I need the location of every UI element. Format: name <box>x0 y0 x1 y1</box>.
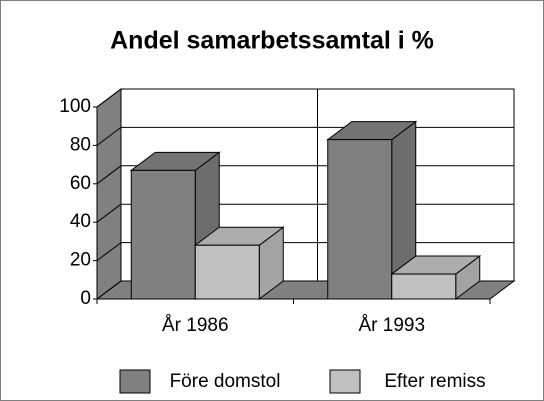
grid-line <box>96 88 122 108</box>
legend-label: Efter remiss <box>384 371 485 392</box>
bar <box>327 139 393 300</box>
legend-swatch <box>329 369 361 394</box>
grid-line <box>96 280 122 300</box>
x-tick-label: År 1993 <box>358 315 425 336</box>
x-tick-label: År 1986 <box>162 315 229 336</box>
grid-line <box>96 127 122 146</box>
y-tick-label: 40 <box>70 211 91 232</box>
grid-line <box>96 242 122 262</box>
grid-line <box>96 203 122 223</box>
chart-title: Andel samarbetssamtal i % <box>110 27 434 55</box>
bar <box>130 169 196 300</box>
bar <box>194 244 260 300</box>
y-tick-label: 80 <box>70 134 91 155</box>
legend-swatch <box>119 369 151 394</box>
bar <box>391 273 457 300</box>
y-tick-label: 60 <box>70 173 91 194</box>
y-tick-label: 20 <box>70 250 91 271</box>
side-wall <box>96 88 122 300</box>
grid-line <box>96 165 122 185</box>
y-tick-label: 100 <box>59 96 91 117</box>
legend-label: Före domstol <box>170 371 281 392</box>
y-tick-label: 0 <box>80 288 91 309</box>
